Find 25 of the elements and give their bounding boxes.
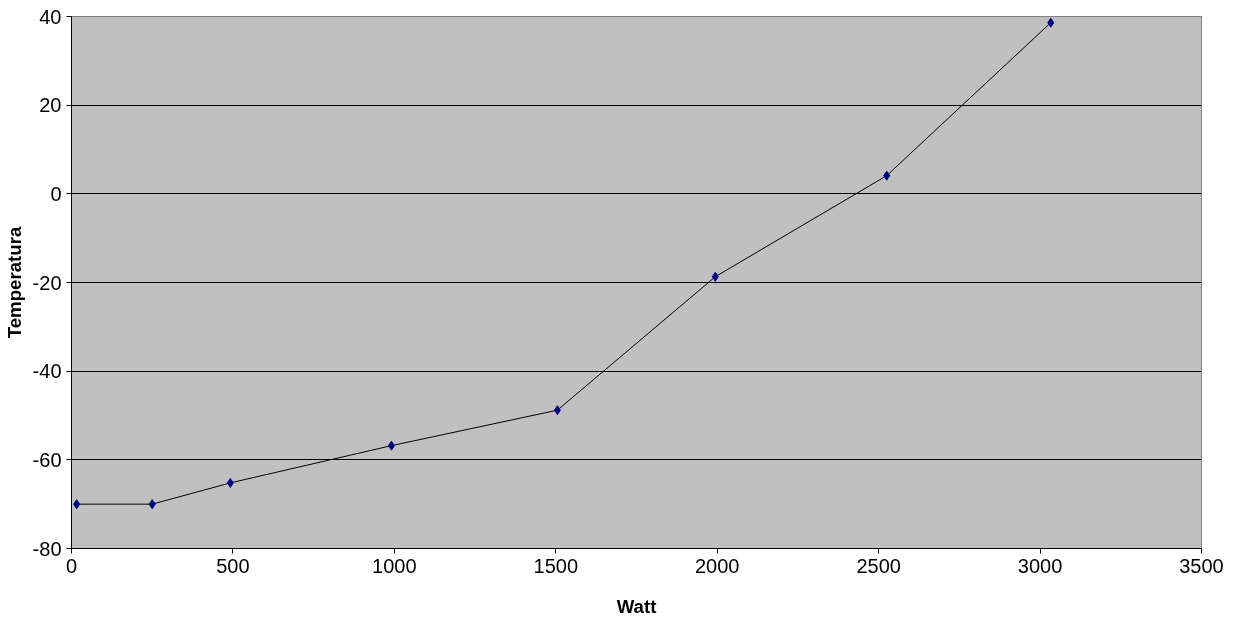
x-tick-label: 0 xyxy=(65,554,78,577)
point xyxy=(387,440,395,451)
point xyxy=(226,477,234,488)
point xyxy=(73,499,81,510)
x-tick-label: 1500 xyxy=(533,554,579,577)
x-tick-label: 3000 xyxy=(1017,554,1063,577)
x-tick-label: 1000 xyxy=(372,554,417,577)
point xyxy=(553,405,561,416)
y-tick-label: -40 xyxy=(32,360,62,383)
x-axis-title: Watt xyxy=(616,595,657,617)
point xyxy=(1047,17,1055,28)
point xyxy=(883,170,891,181)
y-tick-label: 40 xyxy=(39,5,62,28)
y-tick-label: -80 xyxy=(32,537,62,560)
y-tick-label: 0 xyxy=(50,182,62,205)
y-axis-title: Temperatura xyxy=(3,226,25,339)
point xyxy=(711,271,719,282)
y-tick-label: -20 xyxy=(32,271,62,294)
y-tick-label: 20 xyxy=(39,94,62,117)
x-tick-label: 500 xyxy=(216,554,250,577)
point xyxy=(148,499,156,510)
x-tick-label: 2500 xyxy=(856,554,901,577)
x-tick-label: 3500 xyxy=(1179,554,1224,577)
x-tick-label: 2000 xyxy=(694,554,740,577)
y-tick-label: -60 xyxy=(32,448,62,471)
